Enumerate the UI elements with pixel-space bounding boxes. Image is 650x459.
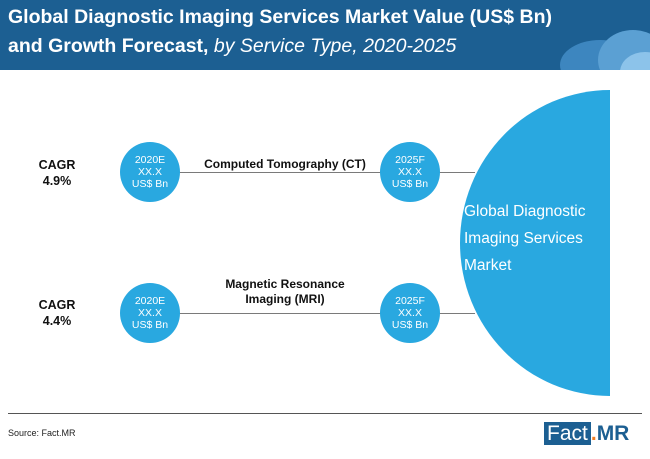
circle-value: XX.X [398,166,422,178]
circle-year: 2020E [134,154,166,166]
mri-label-line-1: Magnetic Resonance [225,277,345,291]
ct-segment-label: Computed Tomography (CT) [185,157,385,172]
cagr-label: CAGR [38,158,76,172]
footer-divider [8,413,642,414]
circle-unit: US$ Bn [391,178,429,190]
mri-connector-line [150,313,475,314]
title-line-1: Global Diagnostic Imaging Services Marke… [8,6,552,28]
factmr-logo: Fact .MR [544,421,629,447]
logo-mr: MR [596,422,630,445]
logo-dot: . [590,422,597,445]
mri-segment-label: Magnetic Resonance Imaging (MRI) [190,277,380,307]
cagr-label: CAGR [38,298,76,312]
circle-year: 2025F [395,295,425,307]
circle-unit: US$ Bn [131,319,169,331]
mri-2020-circle: 2020E XX.X US$ Bn [120,283,180,343]
mri-label-line-2: Imaging (MRI) [245,292,325,306]
mri-2025-circle: 2025F XX.X US$ Bn [380,283,440,343]
title-line-2: and Growth Forecast, by Service Type, 20… [8,35,456,58]
market-label-line-2: Imaging Services [464,230,583,247]
circle-value: XX.X [398,307,422,319]
cagr-value: 4.9% [42,174,72,188]
mri-cagr: CAGR 4.4% [32,297,82,329]
circle-unit: US$ Bn [131,178,169,190]
circle-year: 2025F [395,154,425,166]
market-label-line-3: Market [464,257,512,274]
title-italic-part: by Service Type, 2020-2025 [213,35,457,57]
circle-value: XX.X [138,166,162,178]
cloud-decoration [620,52,650,70]
source-text: Source: Fact.MR [8,428,76,438]
market-label: Global Diagnostic Imaging Services Marke… [464,198,604,279]
market-label-line-1: Global Diagnostic [464,203,586,220]
circle-value: XX.X [138,307,162,319]
logo-fact: Fact [544,422,591,445]
ct-connector-line [150,172,475,173]
circle-unit: US$ Bn [391,319,429,331]
ct-2025-circle: 2025F XX.X US$ Bn [380,142,440,202]
title-banner: Global Diagnostic Imaging Services Marke… [0,0,650,70]
ct-cagr: CAGR 4.9% [32,157,82,189]
title-bold-part: and Growth Forecast, [8,35,209,57]
circle-year: 2020E [134,295,166,307]
cagr-value: 4.4% [42,314,72,328]
ct-2020-circle: 2020E XX.X US$ Bn [120,142,180,202]
